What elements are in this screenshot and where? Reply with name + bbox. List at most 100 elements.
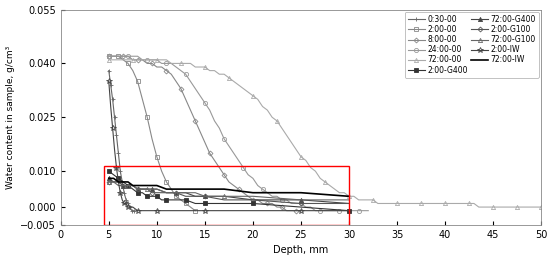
72:00-IW: [124, 180, 131, 183]
2:00-IW: [298, 209, 304, 212]
8:00-00: [144, 62, 150, 65]
0:30-00: [123, 198, 129, 201]
72:00-IW: [154, 184, 160, 187]
8:00-00: [283, 209, 290, 212]
72:00-G100: [154, 188, 160, 191]
8:00-00: [259, 202, 266, 205]
72:00-G100: [173, 191, 179, 194]
72:00-IW: [120, 180, 127, 183]
Line: 8:00-00: 8:00-00: [107, 55, 302, 212]
Line: 72:00-G400: 72:00-G400: [107, 176, 351, 206]
0:30-00: [128, 209, 135, 212]
8:00-00: [216, 166, 223, 169]
72:00-G400: [163, 191, 170, 194]
2:00-G400: [173, 198, 179, 201]
2:00-G100: [110, 180, 117, 183]
8:00-00: [139, 58, 146, 61]
2:00-G100: [298, 202, 304, 205]
8:00-00: [158, 66, 165, 69]
24:00-00: [134, 55, 141, 58]
X-axis label: Depth, mm: Depth, mm: [273, 245, 328, 256]
2:00-G100: [163, 191, 170, 194]
2:00-00: [182, 202, 189, 205]
72:00-G100: [139, 188, 146, 191]
72:00-00: [106, 58, 112, 61]
0:30-00: [131, 209, 137, 212]
72:00-IW: [192, 188, 199, 191]
2:00-00: [173, 195, 179, 198]
2:00-IW: [124, 205, 131, 209]
8:00-00: [206, 152, 213, 155]
8:00-00: [245, 195, 252, 198]
8:00-00: [124, 55, 131, 58]
72:00-IW: [115, 180, 122, 183]
2:00-IW: [129, 205, 136, 209]
Y-axis label: Water content in sample, g/cm³: Water content in sample, g/cm³: [6, 46, 14, 189]
8:00-00: [106, 55, 112, 58]
2:00-G400: [139, 191, 146, 194]
72:00-G100: [163, 191, 170, 194]
2:00-00: [168, 188, 175, 191]
0:30-00: [107, 84, 114, 87]
72:00-G100: [106, 180, 112, 183]
72:00-G100: [182, 191, 189, 194]
72:00-IW: [144, 184, 150, 187]
0:30-00: [106, 69, 112, 72]
24:00-00: [341, 209, 347, 212]
8:00-00: [115, 55, 122, 58]
72:00-G400: [182, 191, 189, 194]
2:00-G400: [163, 198, 170, 201]
2:00-IW: [115, 180, 122, 183]
2:00-IW: [173, 209, 179, 212]
2:00-00: [134, 80, 141, 83]
Line: 72:00-IW: 72:00-IW: [109, 178, 349, 196]
2:00-IW: [106, 80, 112, 83]
8:00-00: [192, 119, 199, 122]
2:00-G100: [120, 184, 127, 187]
2:00-00: [192, 209, 199, 212]
8:00-00: [173, 80, 179, 83]
2:00-00: [124, 62, 131, 65]
2:00-G400: [120, 180, 127, 183]
8:00-00: [129, 58, 136, 61]
2:00-IW: [249, 209, 256, 212]
Line: 2:00-IW: 2:00-IW: [106, 79, 352, 213]
72:00-G100: [124, 184, 131, 187]
8:00-00: [298, 209, 304, 212]
72:00-G400: [201, 195, 208, 198]
8:00-00: [154, 66, 160, 69]
0:30-00: [127, 205, 133, 209]
24:00-00: [360, 209, 367, 212]
72:00-00: [476, 205, 482, 209]
72:00-IW: [298, 191, 304, 194]
2:00-IW: [123, 202, 129, 205]
72:00-G100: [201, 195, 208, 198]
2:00-00: [129, 69, 136, 72]
0:30-00: [115, 152, 122, 155]
2:00-G100: [249, 198, 256, 201]
Legend: 0:30-00, 2:00-00, 8:00-00, 24:00-00, 72:00-00, 2:00-G400, 72:00-G400, 2:00-G100,: 0:30-00, 2:00-00, 8:00-00, 24:00-00, 72:…: [405, 12, 539, 78]
Line: 2:00-00: 2:00-00: [107, 54, 197, 213]
8:00-00: [110, 55, 117, 58]
2:00-G400: [298, 205, 304, 209]
2:00-G100: [192, 195, 199, 198]
8:00-00: [149, 62, 155, 65]
2:00-G100: [124, 184, 131, 187]
Line: 0:30-00: 0:30-00: [106, 68, 136, 213]
72:00-IW: [346, 195, 352, 198]
72:00-00: [471, 202, 477, 205]
24:00-00: [312, 209, 319, 212]
2:00-G400: [144, 195, 150, 198]
2:00-G100: [139, 188, 146, 191]
72:00-IW: [249, 191, 256, 194]
72:00-G400: [144, 188, 150, 191]
8:00-00: [240, 191, 247, 194]
72:00-IW: [182, 188, 189, 191]
2:00-00: [120, 58, 127, 61]
2:00-G400: [192, 202, 199, 205]
72:00-G100: [110, 180, 117, 183]
2:00-G400: [110, 173, 117, 176]
72:00-G100: [134, 188, 141, 191]
8:00-00: [178, 87, 184, 90]
2:00-G400: [182, 198, 189, 201]
